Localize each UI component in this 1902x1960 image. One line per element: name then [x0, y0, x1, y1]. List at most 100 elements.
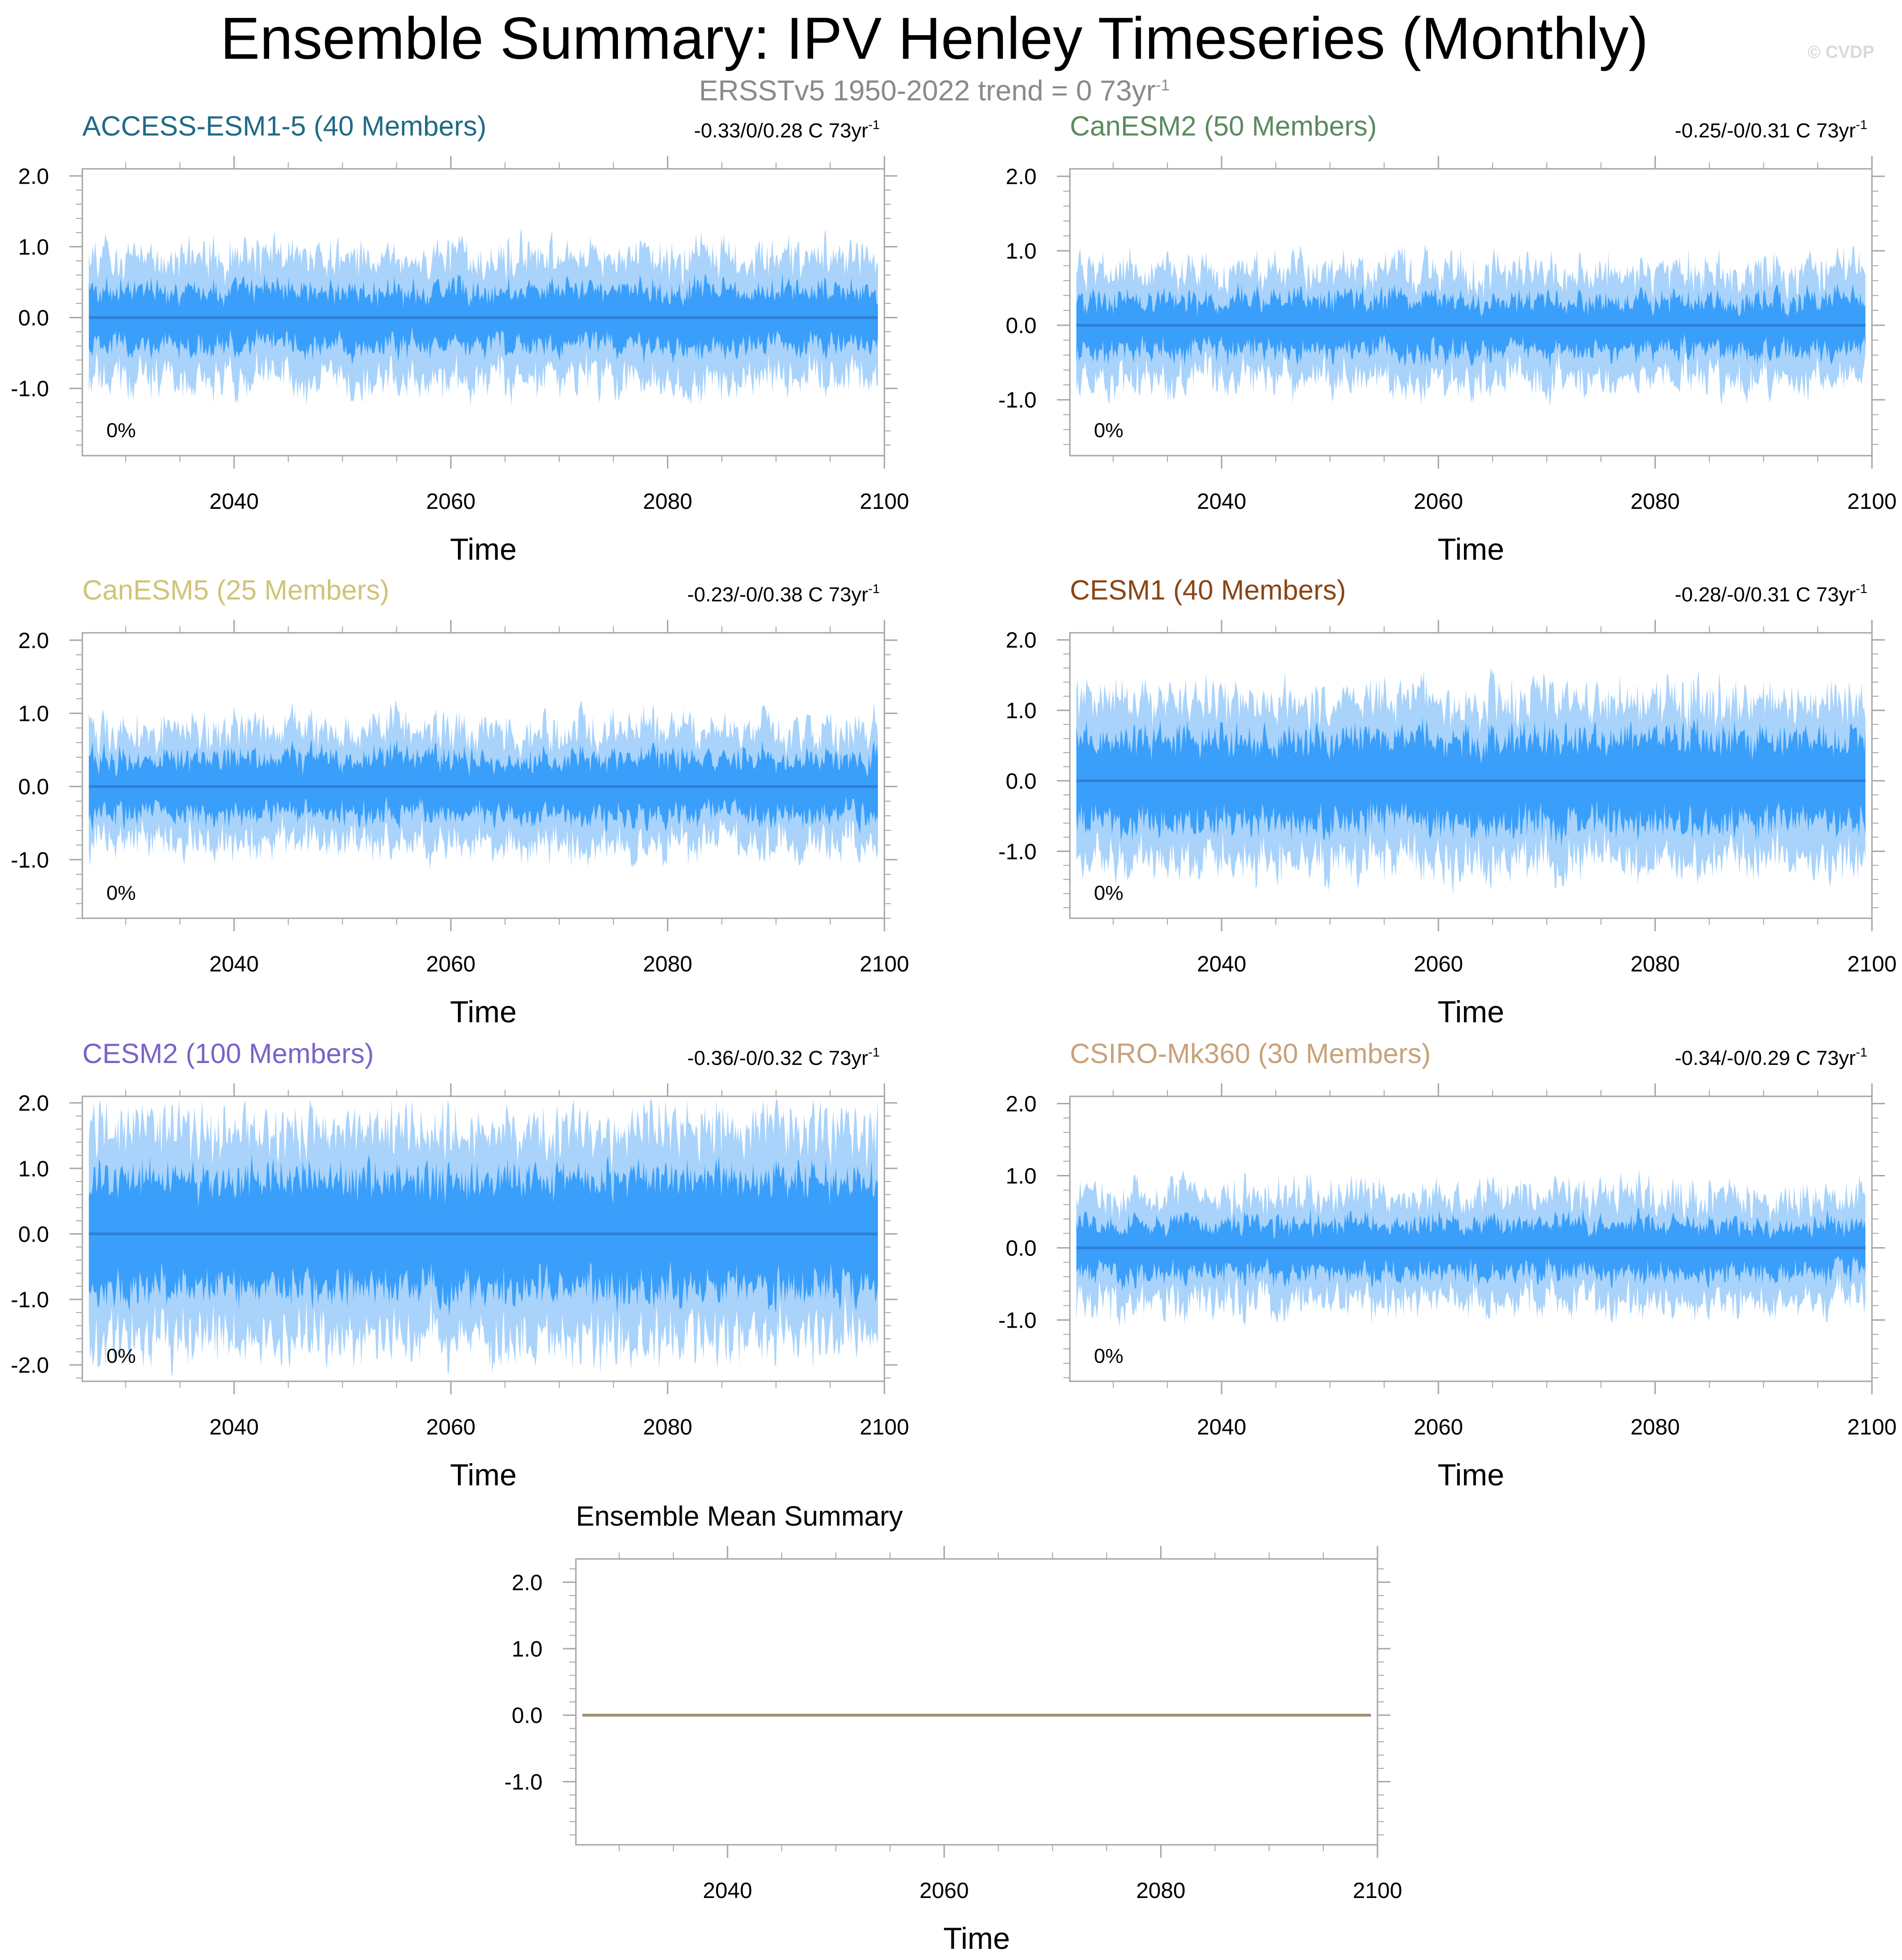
chart-panel: Ensemble Mean Summary 2.0 1.0 0.0 -1.0 2040 20… [504, 1501, 1402, 1955]
y-tick-label: -1.0 [998, 388, 1037, 413]
trend-label-text: -0.34/-0/0.29 C 73yr [1675, 1047, 1856, 1070]
y-tick-label: 2.0 [1006, 165, 1037, 189]
x-tick-label: 2080 [1136, 1879, 1186, 1903]
trend-label-text: -0.23/-0/0.38 C 73yr [687, 583, 868, 606]
x-axis-title: Time [450, 995, 517, 1029]
subtitle-superscript: -1 [1155, 76, 1170, 94]
y-tick-label: 2.0 [512, 1570, 543, 1595]
y-tick-label: 1.0 [18, 235, 49, 260]
x-tick-label: 2100 [1847, 489, 1897, 514]
x-tick-label: 2060 [920, 1879, 969, 1903]
trend-label: -0.23/-0/0.38 C 73yr-1 [687, 581, 880, 606]
trend-label-superscript: -1 [1856, 117, 1867, 132]
y-tick-label: 1.0 [512, 1637, 543, 1662]
x-tick-label: 2060 [1414, 1415, 1463, 1440]
x-tick-label: 2080 [643, 1415, 692, 1440]
trend-label-text: -0.25/-0/0.31 C 73yr [1675, 119, 1856, 142]
trend-label: -0.28/-0/0.31 C 73yr-1 [1675, 581, 1867, 606]
x-tick-label: 2040 [210, 952, 259, 977]
x-tick-label: 2040 [210, 1415, 259, 1440]
x-tick-label: 2060 [426, 1415, 476, 1440]
x-tick-label: 2060 [1414, 489, 1463, 514]
x-tick-label: 2100 [1847, 1415, 1897, 1440]
x-tick-label: 2080 [1630, 1415, 1680, 1440]
chart-panel: CSIRO-Mk360 (30 Members) -0.34/-0/0.29 C … [998, 1038, 1896, 1492]
x-tick-label: 2100 [860, 1415, 909, 1440]
x-axis-title: Time [943, 1921, 1010, 1955]
trend-label-text: -0.33/0/0.28 C 73yr [694, 119, 868, 142]
x-tick-label: 2040 [703, 1879, 752, 1903]
trend-label-superscript: -1 [1856, 1045, 1867, 1059]
y-tick-label: -1.0 [11, 848, 49, 872]
chart-panel: CanESM5 (25 Members) -0.23/-0/0.38 C 73yr… [11, 575, 909, 1029]
x-tick-label: 2060 [426, 952, 476, 977]
x-tick-label: 2080 [643, 952, 692, 977]
y-tick-label: 1.0 [18, 1157, 49, 1181]
y-tick-label: -1.0 [11, 377, 49, 402]
y-tick-label: 1.0 [1006, 239, 1037, 264]
percent-label: 0% [106, 1345, 136, 1367]
percent-label: 0% [106, 882, 136, 904]
x-tick-label: 2100 [1847, 952, 1897, 977]
panel-title: CSIRO-Mk360 (30 Members) [1070, 1038, 1431, 1069]
x-tick-label: 2100 [1353, 1879, 1402, 1903]
y-tick-label: 0.0 [1006, 314, 1037, 338]
y-tick-label: 1.0 [18, 702, 49, 726]
y-tick-label: 2.0 [1006, 628, 1037, 653]
x-tick-label: 2080 [643, 489, 692, 514]
y-tick-label: -1.0 [11, 1288, 49, 1312]
y-tick-label: 0.0 [512, 1704, 543, 1728]
y-tick-label: 1.0 [1006, 699, 1037, 723]
x-tick-label: 2040 [210, 489, 259, 514]
panel-title: ACCESS-ESM1-5 (40 Members) [82, 111, 487, 142]
percent-label: 0% [1094, 419, 1124, 442]
trend-label-superscript: -1 [868, 1045, 880, 1059]
trend-label-superscript: -1 [1856, 581, 1867, 596]
trend-label-superscript: -1 [868, 117, 880, 132]
x-tick-label: 2080 [1630, 952, 1680, 977]
chart-panel: CanESM2 (50 Members) -0.25/-0/0.31 C 73yr… [998, 111, 1896, 566]
y-tick-label: 0.0 [18, 775, 49, 799]
percent-label: 0% [1094, 1345, 1124, 1367]
panel-title: CESM1 (40 Members) [1070, 575, 1346, 606]
copyright-watermark: © CVDP [1807, 43, 1874, 62]
figure-title: Ensemble Summary: IPV Henley Timeseries … [220, 6, 1649, 72]
x-axis-title: Time [1438, 532, 1504, 566]
y-tick-label: -1.0 [998, 1308, 1037, 1333]
x-tick-label: 2060 [426, 489, 476, 514]
subtitle-text: ERSSTv5 1950-2022 trend = 0 73yr [699, 75, 1156, 107]
chart-panel: CESM2 (100 Members) -0.36/-0/0.32 C 73yr-… [11, 1038, 909, 1492]
x-axis-title: Time [1438, 1458, 1504, 1492]
y-tick-label: 2.0 [18, 164, 49, 189]
x-tick-label: 2040 [1197, 1415, 1247, 1440]
percent-label: 0% [1094, 882, 1124, 904]
trend-label: -0.34/-0/0.29 C 73yr-1 [1675, 1045, 1867, 1070]
x-tick-label: 2080 [1630, 489, 1680, 514]
y-tick-label: -1.0 [998, 840, 1037, 864]
panel-title: CESM2 (100 Members) [82, 1038, 374, 1069]
panel-title: CanESM2 (50 Members) [1070, 111, 1377, 142]
trend-label: -0.36/-0/0.32 C 73yr-1 [687, 1045, 880, 1070]
chart-panel: ACCESS-ESM1-5 (40 Members) -0.33/0/0.28 C… [11, 111, 909, 566]
x-axis-title: Time [1438, 995, 1504, 1029]
x-axis-title: Time [450, 532, 517, 566]
y-tick-label: 2.0 [1006, 1092, 1037, 1117]
trend-label-superscript: -1 [868, 581, 880, 596]
panel-title: CanESM5 (25 Members) [82, 575, 389, 606]
x-axis-title: Time [450, 1458, 517, 1492]
percent-label: 0% [106, 419, 136, 442]
y-tick-label: 0.0 [1006, 769, 1037, 794]
y-tick-label: 0.0 [1006, 1236, 1037, 1261]
y-tick-label: 2.0 [18, 1091, 49, 1116]
x-tick-label: 2100 [860, 489, 909, 514]
y-tick-label: -2.0 [11, 1354, 49, 1378]
x-tick-label: 2060 [1414, 952, 1463, 977]
x-tick-label: 2040 [1197, 489, 1247, 514]
y-tick-label: 2.0 [18, 629, 49, 653]
y-tick-label: 0.0 [18, 306, 49, 330]
y-tick-label: 1.0 [1006, 1164, 1037, 1189]
trend-label: -0.33/0/0.28 C 73yr-1 [694, 117, 880, 142]
figure-subtitle: ERSSTv5 1950-2022 trend = 0 73yr-1 [0, 74, 1869, 108]
plot-frame [575, 1558, 1378, 1846]
